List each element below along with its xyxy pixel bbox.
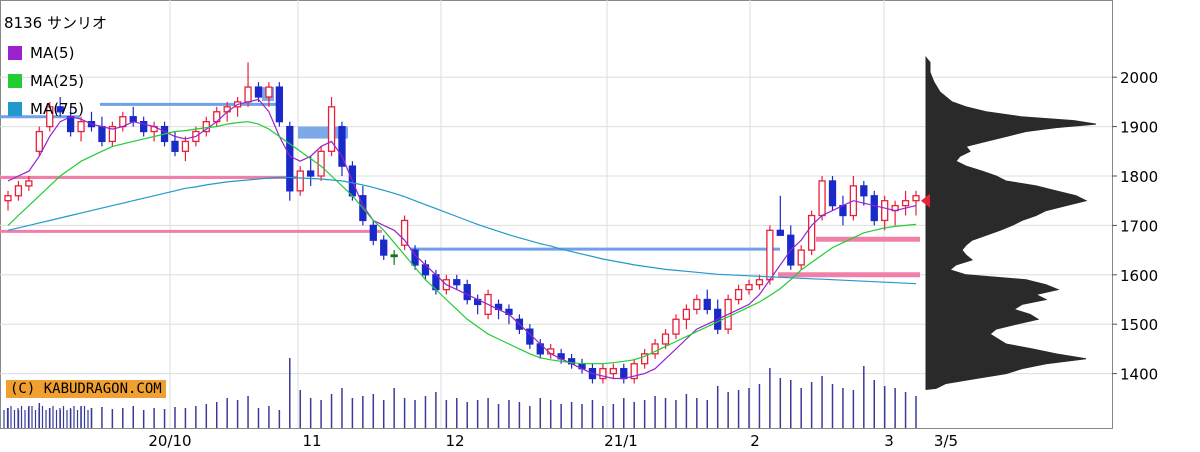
legend-swatch-ma25 <box>8 74 22 88</box>
candle-body <box>56 106 64 113</box>
chart-title: 8136 サンリオ <box>4 14 107 32</box>
candle-body <box>682 308 691 320</box>
candle-body <box>181 140 190 152</box>
y-tick-label: 1600 <box>1120 267 1158 285</box>
candle-body <box>463 284 471 301</box>
candle-body <box>46 106 54 128</box>
candle-body <box>338 125 346 167</box>
candle-body <box>807 214 816 251</box>
y-tick-label: 1700 <box>1120 217 1158 235</box>
candle-body <box>766 229 774 281</box>
candle-body <box>860 185 868 197</box>
candle-body <box>369 224 377 241</box>
candle-body <box>171 140 179 152</box>
candle-body <box>140 121 148 133</box>
current-price-marker <box>921 193 930 208</box>
candle-body <box>797 249 805 266</box>
candle-body <box>35 130 43 152</box>
candle-body <box>828 180 837 207</box>
x-tick-label: 2 <box>750 432 760 450</box>
candle-body <box>14 185 23 197</box>
candle-body <box>296 170 304 192</box>
legend-label-ma75: MA(75) <box>30 100 84 118</box>
x-tick-label: 3 <box>884 432 894 450</box>
candle-body <box>755 279 764 286</box>
candle-body <box>453 279 461 286</box>
candle-body <box>672 318 680 335</box>
legend-item-ma75: MA(75) <box>8 100 84 118</box>
candle-body <box>599 368 607 380</box>
candle-body <box>661 333 670 345</box>
legend-label-ma5: MA(5) <box>30 44 75 62</box>
x-tick-label: 20/10 <box>148 432 191 450</box>
candle-body <box>400 219 409 246</box>
y-tick-label: 2000 <box>1120 69 1158 87</box>
candle-body <box>77 121 85 133</box>
candle-body <box>275 86 284 123</box>
legend-swatch-ma75 <box>8 102 22 116</box>
legend-label-ma25: MA(25) <box>30 72 84 90</box>
legend-item-ma25: MA(25) <box>8 72 84 90</box>
candle-body <box>390 254 398 258</box>
legend-item-ma5: MA(5) <box>8 44 74 62</box>
candle-body <box>254 86 263 98</box>
candle-body <box>244 86 252 103</box>
candle-body <box>286 125 294 192</box>
price-zone-box <box>298 126 348 139</box>
candle-body <box>870 195 878 222</box>
candle-body <box>693 298 701 311</box>
candle-body <box>307 170 315 177</box>
candle-body <box>776 229 784 236</box>
x-tick-label: 3/5 <box>934 432 958 450</box>
y-tick-label: 1400 <box>1120 366 1158 384</box>
volume-profile <box>925 56 1097 390</box>
ma-line-ma5 <box>7 98 917 380</box>
candle-body <box>818 180 826 217</box>
candle-body <box>620 368 628 380</box>
candle-body <box>734 288 743 301</box>
candle-body <box>745 284 753 291</box>
ma-line-ma75 <box>7 176 917 285</box>
y-tick-label: 1800 <box>1120 168 1158 186</box>
candle-body <box>630 363 638 380</box>
candle-body <box>901 200 910 207</box>
candle-body <box>265 86 273 98</box>
candle-body <box>703 298 711 311</box>
candle-body <box>108 125 117 143</box>
x-tick-label: 12 <box>445 432 464 450</box>
candle-body <box>881 200 889 222</box>
ma-line-ma25 <box>7 121 917 365</box>
candle-body <box>651 343 659 355</box>
candle-body <box>129 116 137 123</box>
y-tick-label: 1900 <box>1120 119 1158 137</box>
candle-body <box>640 353 649 365</box>
candle-body <box>98 125 106 143</box>
candle-body <box>912 195 920 202</box>
x-tick-label: 11 <box>302 432 321 450</box>
x-tick-label: 21/1 <box>604 432 638 450</box>
credit-badge: (C) KABUDRAGON.COM <box>6 380 166 398</box>
candle-body <box>317 150 325 177</box>
plot-frame <box>0 0 1113 429</box>
candle-body <box>609 368 617 375</box>
y-tick-label: 1500 <box>1120 316 1158 334</box>
candle-body <box>380 239 388 256</box>
candle-body <box>4 195 12 202</box>
candle-body <box>66 116 75 133</box>
legend-swatch-ma5 <box>8 46 22 60</box>
candle-body <box>25 180 33 187</box>
candle-body <box>327 106 336 152</box>
